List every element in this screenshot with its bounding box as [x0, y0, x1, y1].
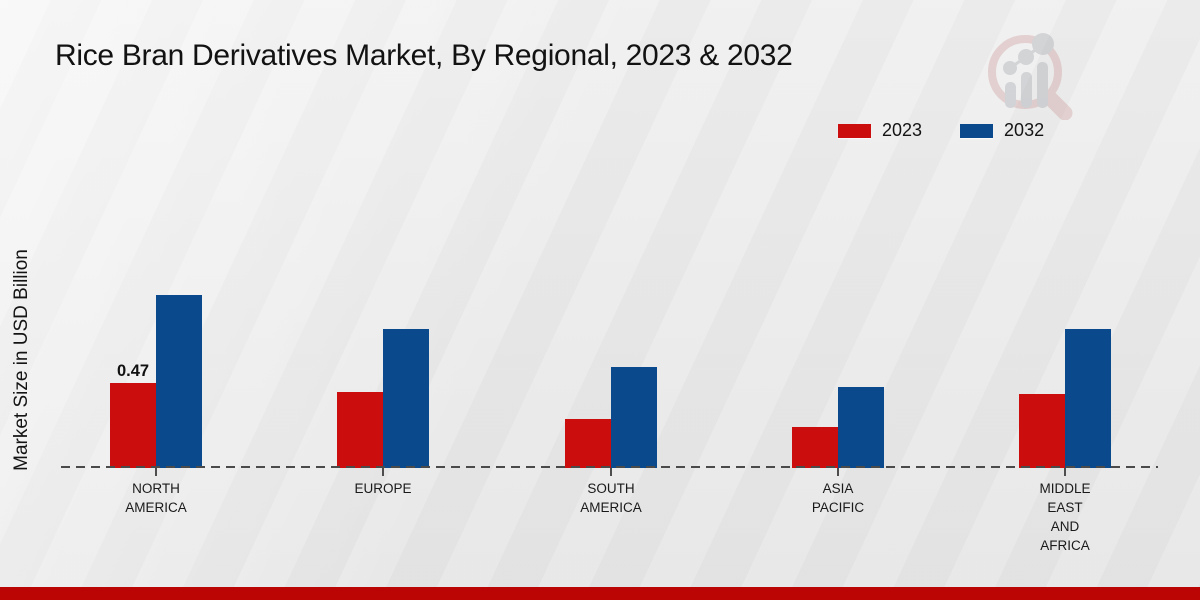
- x-axis-tick: [837, 468, 839, 476]
- x-axis-tick: [382, 468, 384, 476]
- bar-2032-europe: [383, 329, 429, 468]
- bar-2023-middle: [1019, 394, 1065, 468]
- bar-2023-south: [565, 419, 611, 468]
- category-label-europe: EUROPE: [354, 481, 412, 496]
- chart-title: Rice Bran Derivatives Market, By Regiona…: [55, 39, 793, 72]
- category-label-asia: ASIA PACIFIC: [811, 481, 865, 515]
- bar-2032-south: [611, 367, 657, 468]
- legend-label-2032: 2032: [1004, 120, 1045, 140]
- bar-2032-asia: [838, 387, 884, 468]
- bar-2023-europe: [337, 392, 383, 468]
- legend-swatch-2032: [960, 123, 994, 138]
- x-axis-tick: [155, 468, 157, 476]
- bar-2023-asia: [792, 427, 838, 468]
- bar-value-label: 0.47: [116, 362, 150, 380]
- category-label-south: SOUTH AMERICA: [580, 481, 642, 515]
- legend-item-2032: 2032: [960, 120, 1044, 141]
- footer-bar: [0, 587, 1200, 600]
- bar-2023-north: [110, 383, 156, 468]
- bar-2032-north: [156, 295, 202, 468]
- legend-item-2023: 2023: [838, 120, 922, 141]
- legend-label-2023: 2023: [882, 120, 923, 140]
- category-label-north: NORTH AMERICA: [125, 481, 187, 515]
- x-axis-tick: [610, 468, 612, 476]
- bar-2032-middle: [1065, 329, 1111, 468]
- legend-swatch-2023: [838, 123, 871, 138]
- magnifier-bar-chart-logo-icon: [988, 33, 1073, 120]
- x-axis-tick: [1064, 468, 1066, 476]
- category-label-middle: MIDDLE EAST AND AFRICA: [1039, 481, 1091, 553]
- legend: 2023 2032: [838, 120, 1044, 141]
